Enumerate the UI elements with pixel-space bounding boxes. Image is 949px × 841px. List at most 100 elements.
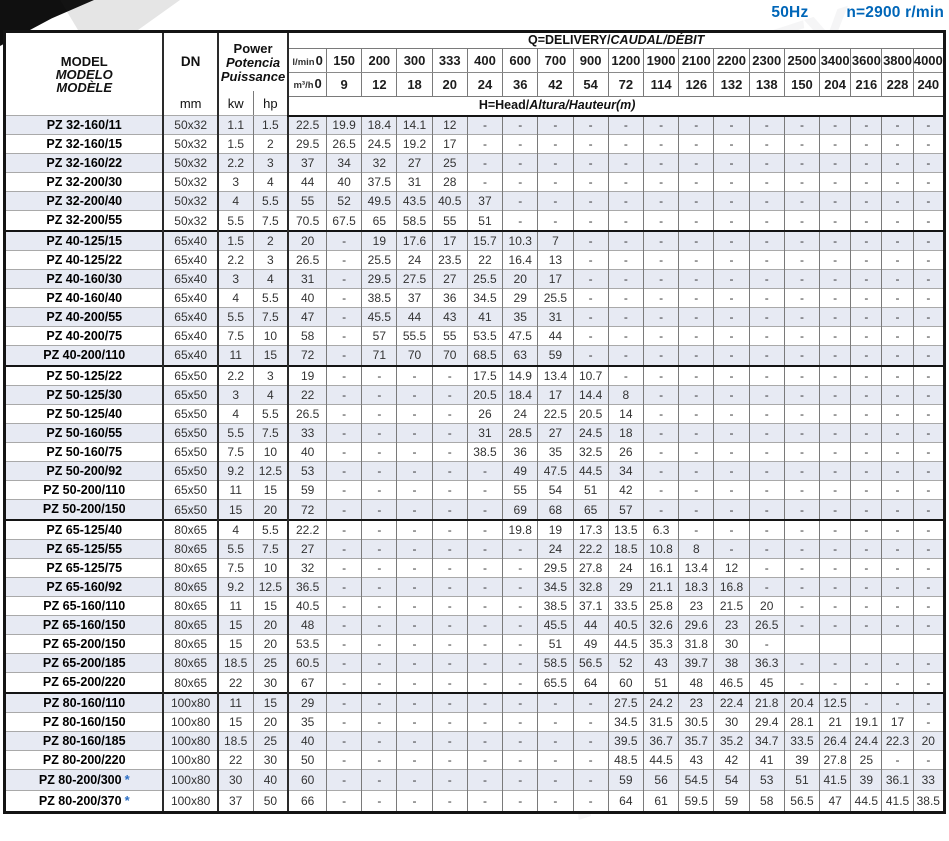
head-value-cell: - xyxy=(850,403,882,424)
head-value-cell: - xyxy=(572,769,609,791)
head-value-cell: - xyxy=(361,403,397,424)
head-value-cell: 64 xyxy=(572,672,609,693)
table-row: PZ 65-160/150 80x65 15 20 48- - - - - -45.5 44 40.5… xyxy=(4,615,945,635)
head-value-cell: 65.5 xyxy=(537,672,574,693)
head-value-cell: - xyxy=(881,691,914,713)
kw-cell: 18.5 xyxy=(216,653,254,673)
head-value-cell: 29 xyxy=(607,577,644,597)
head-value-cell: 10.7 xyxy=(572,364,609,386)
head-value-cell: - xyxy=(431,461,468,481)
kw-cell: 15 xyxy=(216,712,254,732)
head-value-cell: - xyxy=(819,518,851,540)
head-value-cell: - xyxy=(819,288,851,308)
head-value-cell: 24 xyxy=(502,403,538,424)
hp-cell: 50 xyxy=(252,789,289,813)
head-value-cell: - xyxy=(325,384,362,405)
head-value-cell: 68.5 xyxy=(466,345,503,366)
head-value-cell: - xyxy=(678,423,714,443)
power-label-es: Potencia xyxy=(225,54,281,70)
head-value-cell: - xyxy=(713,538,750,559)
frequency-label: 50Hz xyxy=(771,4,809,21)
model-cell: PZ 50-200/110 xyxy=(4,480,164,500)
head-value-cell: - xyxy=(502,191,538,211)
head-value-cell: - xyxy=(431,364,468,386)
head-value-cell: - xyxy=(783,558,820,578)
head-value-cell: - xyxy=(642,172,679,192)
head-value-cell: 32.5 xyxy=(572,442,609,462)
head-value-cell: - xyxy=(819,577,851,597)
model-cell: PZ 50-125/22 xyxy=(4,364,164,386)
head-value-cell: 27.5 xyxy=(607,691,644,713)
head-value-cell: 34.5 xyxy=(537,577,574,597)
head-value-cell: 48 xyxy=(287,615,327,635)
head-value-cell: - xyxy=(881,345,914,366)
head-header: H=Head/Altura/Hauteur(m) xyxy=(287,95,945,117)
hp-cell: 20 xyxy=(252,615,289,635)
head-value-cell: - xyxy=(881,153,914,173)
head-value-cell: 42 xyxy=(607,480,644,500)
head-value-cell: - xyxy=(678,461,714,481)
head-value-cell: - xyxy=(850,229,882,251)
head-value-cell: 56 xyxy=(642,769,679,791)
head-value-cell: - xyxy=(819,558,851,578)
head-value-cell: - xyxy=(607,364,644,386)
head-value-cell: - xyxy=(783,249,820,270)
head-value-cell: 22 xyxy=(287,384,327,405)
head-value-cell: 47.5 xyxy=(502,326,538,346)
head-value-cell: 25 xyxy=(431,153,468,173)
head-value-cell: 40 xyxy=(325,172,362,192)
dn-column-header: DN mm xyxy=(162,31,218,116)
head-value-cell: - xyxy=(642,442,679,462)
head-value-cell: 36.5 xyxy=(287,577,327,597)
head-value-cell: - xyxy=(713,364,750,386)
head-value-cell: 22.4 xyxy=(713,691,750,713)
power-label-en: Power xyxy=(233,40,273,56)
hp-cell: 12.5 xyxy=(252,577,289,597)
head-value-cell: - xyxy=(783,326,820,346)
kw-cell: 2.2 xyxy=(216,364,254,386)
head-value-cell: 55 xyxy=(431,326,468,346)
head-value-cell: - xyxy=(642,326,679,346)
head-value-cell: - xyxy=(572,731,609,751)
head-value-cell: - xyxy=(881,403,914,424)
table-row: PZ 32-200/55 50x32 5.5 7.5 70.5 67.5 65 58.5 55 5… xyxy=(4,210,945,231)
head-value-cell: - xyxy=(819,249,851,270)
head-value-cell: - xyxy=(678,249,714,270)
head-value-cell: 31 xyxy=(466,423,503,443)
head-value-cell: - xyxy=(713,288,750,308)
head-value-cell: - xyxy=(502,750,538,770)
flow-value-cell: 36 xyxy=(502,72,538,96)
head-value-cell: 35 xyxy=(537,442,574,462)
head-value-cell: - xyxy=(783,423,820,443)
head-value-cell: 37.1 xyxy=(572,596,609,616)
head-value-cell: - xyxy=(325,634,362,654)
head-value-cell: 37 xyxy=(396,288,433,308)
head-value-cell: - xyxy=(466,672,503,693)
head-value-cell: - xyxy=(537,134,574,154)
model-column-header: MODEL MODELO MODÈLE xyxy=(4,31,164,116)
kw-cell: 3 xyxy=(216,384,254,405)
model-cell: PZ 65-125/55 xyxy=(4,538,164,559)
head-value-cell: - xyxy=(850,249,882,270)
head-value-cell: - xyxy=(537,750,574,770)
power-label-fr: Puissance xyxy=(220,68,286,84)
head-value-cell: 33 xyxy=(912,769,945,791)
head-value-cell: - xyxy=(850,691,882,713)
head-value-cell: - xyxy=(572,229,609,251)
head-value-cell: 41.5 xyxy=(881,789,914,813)
head-value-cell: - xyxy=(912,345,945,366)
model-cell: PZ 80-200/220 xyxy=(4,750,164,770)
head-value-cell: - xyxy=(678,134,714,154)
head-value-cell: 43.5 xyxy=(396,191,433,211)
head-value-cell: - xyxy=(881,364,914,386)
kw-cell: 7.5 xyxy=(216,442,254,462)
flow-value-cell: 132 xyxy=(713,72,750,96)
head-value-cell: 21.8 xyxy=(748,691,785,713)
hp-cell: 20 xyxy=(252,499,289,520)
head-value-cell: 52 xyxy=(607,653,644,673)
head-value-cell: - xyxy=(502,538,538,559)
title-bar: 50Hz n=2900 r/min xyxy=(771,4,944,22)
head-value-cell: - xyxy=(361,364,397,386)
flow-value-cell: 300 xyxy=(396,48,433,73)
hp-cell: 3 xyxy=(252,364,289,386)
